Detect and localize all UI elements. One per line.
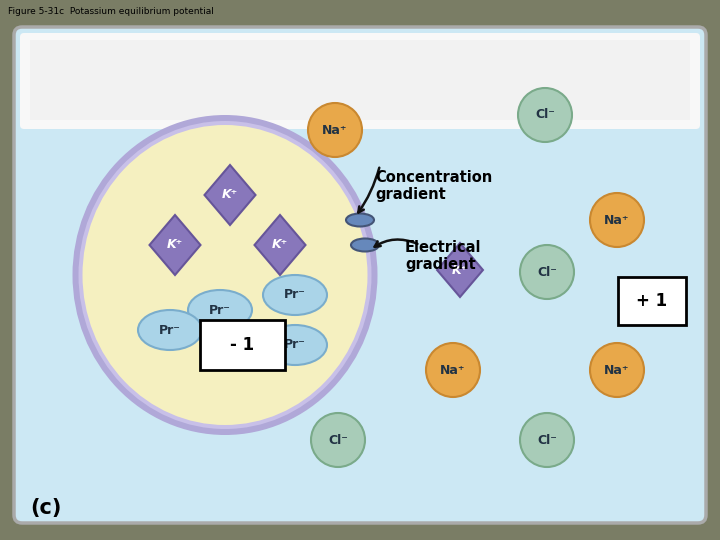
Bar (200, 320, 285, 370)
Text: Cl⁻: Cl⁻ (535, 109, 555, 122)
Circle shape (308, 103, 362, 157)
Ellipse shape (138, 310, 202, 350)
Text: Pr⁻: Pr⁻ (284, 288, 306, 301)
Circle shape (426, 343, 480, 397)
Text: (c): (c) (30, 498, 61, 518)
Text: - 1: - 1 (230, 336, 254, 354)
Ellipse shape (78, 121, 372, 429)
Bar (30, 40, 690, 120)
Ellipse shape (351, 239, 379, 252)
Text: K⁺: K⁺ (167, 239, 183, 252)
Text: Figure 5-31c  Potassium equilibrium potential: Figure 5-31c Potassium equilibrium poten… (8, 7, 214, 16)
FancyBboxPatch shape (20, 33, 700, 129)
Ellipse shape (346, 213, 374, 226)
Text: K⁺: K⁺ (452, 264, 468, 276)
Text: Cl⁻: Cl⁻ (537, 434, 557, 447)
Polygon shape (437, 243, 483, 297)
Text: Pr⁻: Pr⁻ (159, 323, 181, 336)
Text: Cl⁻: Cl⁻ (537, 266, 557, 279)
Bar (618, 277, 686, 325)
Ellipse shape (188, 290, 252, 330)
Text: Na⁺: Na⁺ (323, 124, 348, 137)
Ellipse shape (83, 125, 367, 425)
Text: Electrical
gradient: Electrical gradient (405, 240, 482, 272)
Polygon shape (150, 215, 200, 275)
Text: Cl⁻: Cl⁻ (328, 434, 348, 447)
Text: Na⁺: Na⁺ (604, 213, 630, 226)
Circle shape (520, 245, 574, 299)
Text: Pr⁻: Pr⁻ (209, 303, 231, 316)
Circle shape (520, 413, 574, 467)
Circle shape (590, 193, 644, 247)
Text: Concentration
gradient: Concentration gradient (375, 170, 492, 202)
Text: Na⁺: Na⁺ (604, 363, 630, 376)
Text: + 1: + 1 (636, 292, 667, 310)
Ellipse shape (263, 325, 327, 365)
FancyBboxPatch shape (14, 27, 706, 523)
Circle shape (518, 88, 572, 142)
Circle shape (590, 343, 644, 397)
Text: K⁺: K⁺ (272, 239, 288, 252)
Ellipse shape (263, 275, 327, 315)
Circle shape (311, 413, 365, 467)
Text: Pr⁻: Pr⁻ (284, 339, 306, 352)
Text: Na⁺: Na⁺ (440, 363, 466, 376)
Ellipse shape (73, 115, 377, 435)
Text: K⁺: K⁺ (222, 188, 238, 201)
Polygon shape (254, 215, 305, 275)
Polygon shape (204, 165, 256, 225)
